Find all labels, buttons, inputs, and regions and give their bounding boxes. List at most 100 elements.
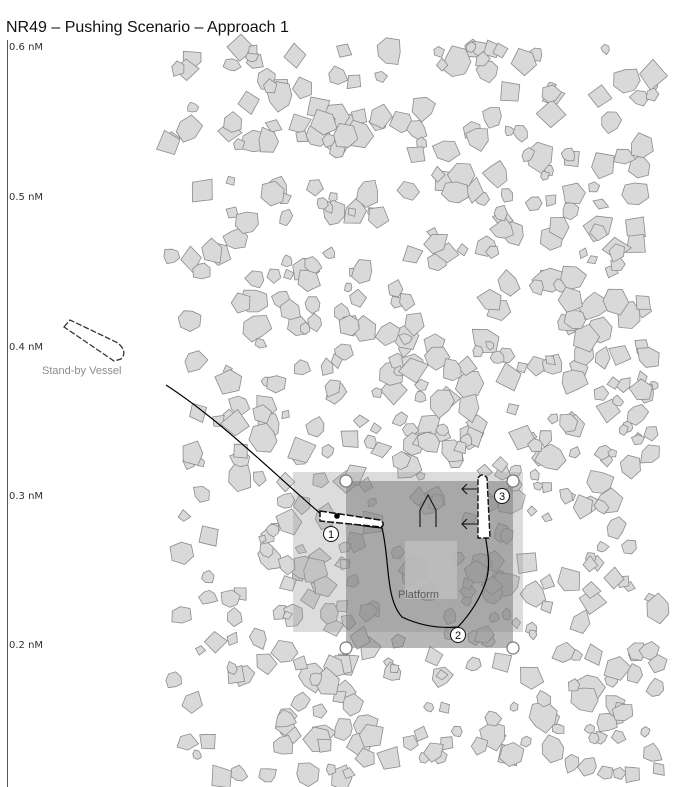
ice-floe [281,254,293,268]
ice-floe [582,554,599,573]
ice-floe [465,41,477,53]
ice-floe [220,589,241,608]
ice-floe [199,733,216,750]
ice-floe [567,678,581,692]
ice-floe [290,691,311,712]
ice-floe [171,606,192,624]
ice-floe [562,182,586,205]
ice-floe [309,108,338,136]
ice-floe [192,749,202,760]
ice-floe [624,766,640,783]
ice-floe [225,206,239,219]
ice-floe [169,541,195,565]
ice-floe [356,179,379,208]
ice-floe [307,312,322,333]
page-title: NR49 – Pushing Scenario – Approach 1 [6,19,289,36]
ice-floe [349,288,368,308]
ice-floe [608,243,625,263]
ice-floe [485,341,495,351]
ice-floe [351,259,373,284]
ice-floe [603,656,632,681]
ice-floe [528,700,558,734]
ice-floe [376,746,401,770]
pushing-vessel-1-dot [334,513,340,519]
ice-floe [211,764,232,787]
platform-leg-ne [506,474,520,488]
ice-floe [435,423,450,436]
ice-floe [581,581,602,600]
ice-floe [226,631,238,646]
ice-floe [602,288,630,316]
ice-floe [291,76,312,100]
ice-floe [219,409,250,437]
ice-floe [424,346,451,371]
ice-floe [564,753,580,774]
ice-floe [283,42,307,69]
scale-label-02: 0.2 nM [9,640,44,651]
ice-floe [181,690,203,714]
ice-floe [397,357,430,384]
ice-floe [266,375,287,394]
ice-floe [393,365,403,377]
ice-floe [431,140,461,163]
ice-floe [512,124,528,143]
ice-floe [645,677,665,697]
ice-floe [414,390,427,403]
step-marker-3-circle [494,488,510,504]
ice-floe [637,347,660,368]
ice-floe [316,197,329,210]
ice-floe [500,81,521,102]
ice-floe [352,414,370,429]
ice-floe [596,712,618,733]
ice-floe [611,704,634,722]
ice-floe [621,182,650,206]
ice-floe [493,204,508,222]
ice-floe [509,701,519,712]
ice-floe [265,523,280,538]
step-marker-1-circle [323,526,339,542]
ice-floe [504,125,516,137]
ice-floe [369,422,382,435]
ice-floe [228,395,251,417]
ice-floe [234,211,259,234]
ice-floe [435,57,449,72]
ice-floe [608,345,632,366]
ice-floe [391,411,408,427]
ice-floe [443,358,462,382]
ice-floe [226,606,243,628]
ice-floe [320,603,339,625]
ice-floe [549,216,570,240]
ice-floe [222,58,242,72]
ice-floe [387,279,404,298]
step-marker-3-number: 3 [499,491,505,503]
ice-floe [258,534,267,544]
ice-floe [593,385,610,401]
ice-floe [333,123,359,148]
ice-floe [416,431,441,453]
pushing-vessel-position-1 [319,510,384,528]
ice-floe [524,196,543,212]
step-marker-2-number: 2 [455,630,461,642]
step-marker-2: 2 [450,627,466,643]
ice-floe [440,181,469,204]
ice-floe [275,709,297,728]
ice-floe [214,369,243,395]
ice-floe [163,248,181,265]
ice-floe [304,296,321,315]
ice-floe [165,671,183,689]
ice-floe [192,262,211,280]
ice-floe [563,309,586,329]
scale-label-06: 0.6 nM [9,42,44,53]
ice-floe [476,288,502,311]
ice-floe [606,516,627,540]
ice-floe [402,245,424,264]
ice-floe [438,701,450,714]
ice-floe [175,114,204,143]
ice-floe [342,767,356,780]
ice-floe [391,450,412,471]
ice-floe [528,629,538,641]
ice-floe [334,718,353,741]
ice-floe [247,44,258,55]
ice-floe [297,269,321,292]
